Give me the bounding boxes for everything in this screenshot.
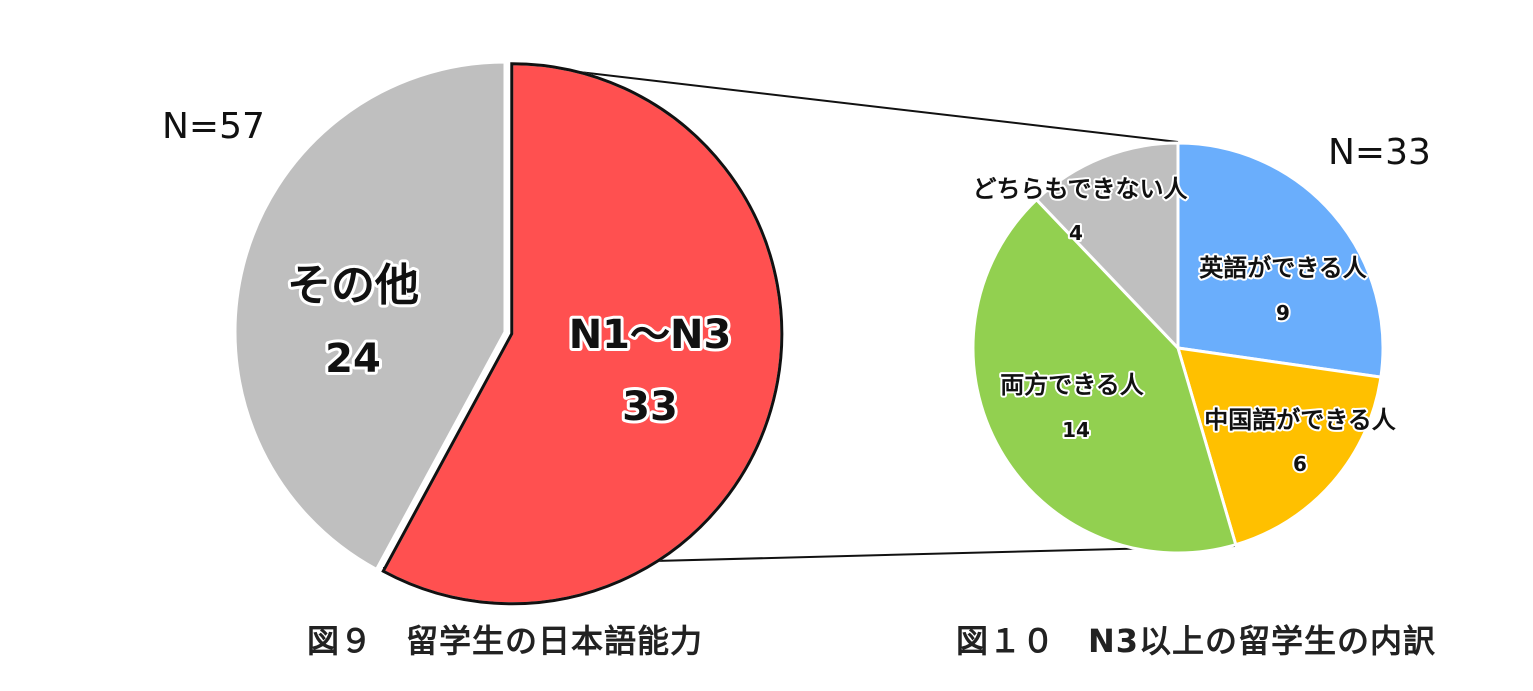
chart1-caption: 図９ 留学生の日本語能力 <box>307 622 703 660</box>
pie2-slice-label-both: 両方できる人 <box>1000 371 1144 399</box>
pie2-slice-value-chinese: 6 <box>1293 452 1307 476</box>
chart2-caption: 図１０ N3以上の留学生の内訳 <box>956 622 1436 660</box>
pie2-slice-label-english: 英語ができる人 <box>1199 254 1367 282</box>
pie2-slice-value-neither: 4 <box>1069 221 1083 245</box>
pie1-slice-value-other: 24 <box>325 336 381 382</box>
pie1-slice-label-other: その他 <box>287 260 419 311</box>
pie2-n-label: N=33 <box>1328 132 1431 173</box>
chart-2-breakdown: N=33 英語ができる人 9 中国語ができる人 6 両方できる人 14 どちらも… <box>956 132 1436 660</box>
pie1-slice-outline <box>381 62 784 606</box>
pie2-slice-label-chinese: 中国語ができる人 <box>1204 406 1396 434</box>
pie1-slice-value-jlpt: 33 <box>622 384 678 430</box>
pie2-slices <box>971 141 1385 555</box>
pie2-slice-value-english: 9 <box>1276 301 1290 325</box>
pie1-slice-1 <box>233 60 507 572</box>
pie2-slice-3 <box>1034 141 1180 352</box>
pie2-slice-label-neither: どちらもできない人 <box>972 175 1187 203</box>
pie1-n-label: N=57 <box>162 106 265 147</box>
pie1-slices <box>233 60 784 606</box>
pie1-slice-label-jlpt: N1〜N3 <box>569 312 732 358</box>
pie2-slice-1 <box>1175 346 1383 547</box>
connector-line-top <box>510 63 1179 143</box>
pie2-slice-2 <box>971 197 1238 555</box>
pie2-slice-value-both: 14 <box>1062 418 1090 442</box>
chart-1-japanese-ability: N=57 N1〜N3 33 その他 24 図９ 留学生の日本語能力 <box>162 60 784 660</box>
pie2-slice-0 <box>1176 141 1385 379</box>
